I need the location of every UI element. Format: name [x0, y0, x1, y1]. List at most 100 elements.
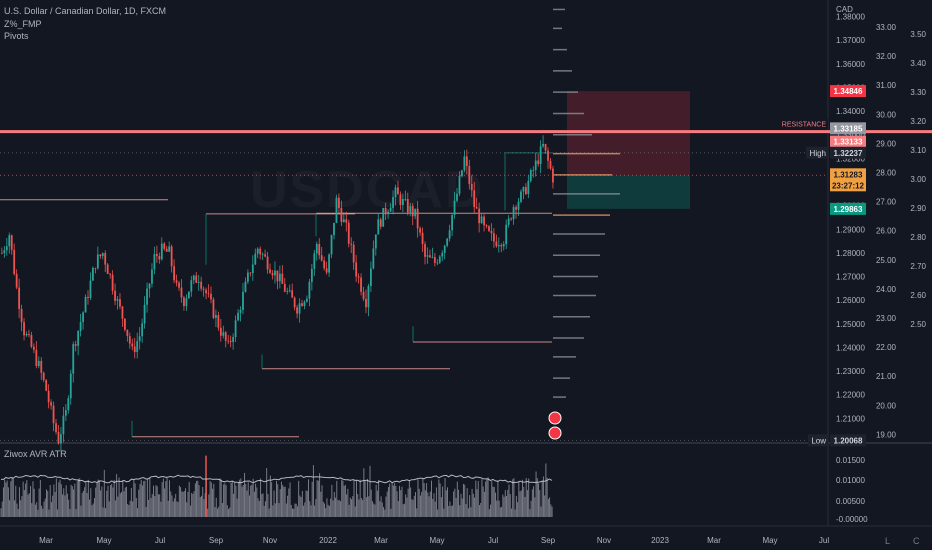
candle-body — [328, 254, 330, 273]
candle-body — [374, 234, 377, 249]
candle-body — [532, 170, 535, 171]
candle-body — [192, 275, 195, 281]
time-tick-label: Mar — [374, 536, 388, 545]
candle-body — [488, 226, 490, 231]
candle-body — [480, 216, 483, 224]
time-tick-label: Jul — [819, 536, 829, 545]
dividend-marker — [548, 426, 562, 440]
candle-body — [52, 405, 55, 424]
atr-tick-label: 0.00500 — [836, 497, 865, 506]
candle-body — [411, 206, 414, 217]
candle-body — [360, 277, 362, 292]
price-tick-label: 1.27000 — [836, 273, 865, 282]
candle-body — [146, 288, 148, 305]
candle-body — [69, 373, 72, 399]
candle-body — [283, 283, 286, 292]
candle-body — [451, 214, 453, 231]
z2-axis-tick: 3.40 — [910, 59, 926, 68]
price-tick-label: 1.24000 — [836, 343, 865, 352]
candle-body — [303, 301, 306, 307]
z-axis-tick: 26.00 — [876, 227, 897, 236]
candle-body — [111, 274, 114, 291]
legend-indicator-zfmp[interactable]: Z%_FMP — [4, 19, 42, 29]
candle-body — [340, 208, 343, 222]
candle-body — [552, 168, 554, 183]
candle-body — [497, 245, 500, 247]
candle-body — [60, 434, 62, 444]
candle-body — [212, 299, 215, 318]
candle-body — [493, 233, 495, 242]
candle-body — [274, 270, 276, 276]
z2-axis-tick: 3.00 — [910, 175, 926, 184]
candle-body — [441, 252, 444, 257]
target-price-label-bg — [830, 122, 866, 135]
legend-symbol[interactable]: U.S. Dollar / Canadian Dollar, 1D, FXCM — [4, 6, 167, 16]
candle-body — [323, 260, 326, 269]
candle-body — [74, 344, 77, 346]
candle-body — [37, 360, 40, 367]
z-axis-tick: 21.00 — [876, 372, 897, 381]
candle-body — [155, 254, 158, 257]
candle-body — [463, 156, 466, 171]
candle-body — [293, 297, 296, 308]
candle-body — [23, 322, 25, 336]
candle-body — [429, 255, 431, 258]
candle-body — [308, 281, 311, 299]
candle-body — [3, 250, 6, 254]
legend-atr[interactable]: Ziwox AVR ATR — [4, 449, 67, 459]
candle-body — [426, 255, 429, 257]
candle-body — [483, 216, 485, 226]
candle-body — [448, 230, 451, 239]
price-tick-label: 1.21000 — [836, 414, 865, 423]
candle-body — [278, 273, 281, 282]
z-axis-tick: 31.00 — [876, 81, 897, 90]
candle-body — [18, 287, 21, 309]
symbol-watermark: USDCAD — [250, 161, 485, 219]
candle-body — [495, 241, 498, 247]
low-price-label: 1.20068 — [834, 436, 863, 445]
z2-axis-tick: 3.50 — [910, 30, 926, 39]
candle-body — [315, 243, 318, 254]
candle-body — [222, 332, 225, 336]
candle-body — [99, 254, 102, 257]
time-tick-label: May — [96, 536, 111, 545]
candle-body — [160, 243, 163, 260]
high-price-label: 1.32237 — [834, 149, 863, 158]
z-axis-tick: 29.00 — [876, 139, 897, 148]
candle-body — [217, 315, 220, 328]
atr-tick-label: 0.01500 — [836, 456, 865, 465]
candle-body — [170, 246, 173, 267]
auto-scale-button[interactable]: C — [913, 536, 920, 546]
candle-body — [318, 243, 321, 256]
candle-body — [256, 248, 259, 254]
log-scale-button[interactable]: L — [885, 536, 891, 546]
candle-body — [335, 197, 338, 223]
candle-body — [438, 256, 441, 263]
candle-body — [416, 208, 419, 229]
candle-body — [101, 253, 104, 257]
candle-body — [269, 269, 271, 273]
candle-body — [219, 327, 222, 336]
time-tick-label: May — [429, 536, 444, 545]
candle-body — [114, 290, 116, 301]
candle-body — [465, 156, 468, 167]
candle-body — [187, 291, 190, 299]
candle-body — [200, 281, 203, 289]
candle-body — [229, 340, 232, 342]
candle-body — [370, 268, 372, 287]
candle-body — [281, 273, 284, 284]
legend-indicator-pivots[interactable]: Pivots — [4, 31, 29, 41]
candle-body — [431, 257, 434, 258]
candle-body — [527, 180, 530, 195]
z-axis-tick: 22.00 — [876, 343, 897, 352]
candle-body — [197, 281, 200, 283]
candle-body — [517, 201, 520, 210]
candle-body — [379, 219, 382, 227]
candle-body — [458, 176, 461, 194]
candle-body — [32, 346, 35, 350]
candle-body — [50, 402, 52, 406]
candle-body — [237, 312, 239, 321]
z-axis-tick: 23.00 — [876, 314, 897, 323]
price-tick-label: 1.34000 — [836, 107, 865, 116]
